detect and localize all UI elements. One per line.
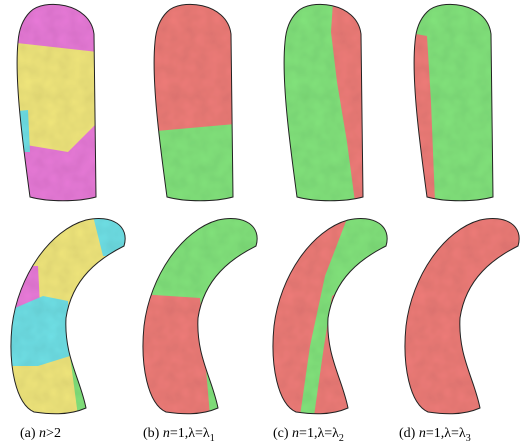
caption-var: n (39, 426, 46, 441)
model-c-top (275, 2, 375, 202)
model-b-top (145, 2, 245, 202)
caption-c: (c) n=1,λ=λ2 (273, 426, 344, 444)
caption-text: =1,λ=λ (299, 426, 339, 441)
page: (a) n>2 (b) n=1,λ=λ1 (c) n=1,λ=λ2 (d) n=… (0, 0, 525, 448)
model-d-top (405, 2, 505, 202)
caption-subscript: 1 (210, 433, 215, 444)
caption-var: n (419, 426, 426, 441)
model-b-bottom (140, 216, 265, 416)
model-a-bottom (8, 216, 133, 416)
caption-text: =1,λ=λ (170, 426, 210, 441)
caption-d: (d) n=1,λ=λ3 (399, 426, 471, 444)
caption-subscript: 2 (339, 433, 344, 444)
figure: (a) n>2 (b) n=1,λ=λ1 (c) n=1,λ=λ2 (d) n=… (0, 0, 525, 448)
caption-text: =1,λ=λ (426, 426, 466, 441)
caption-tag: (b) (143, 426, 160, 441)
model-a-top (8, 2, 108, 202)
model-c-bottom (270, 216, 395, 416)
caption-subscript: 3 (466, 433, 471, 444)
caption-b: (b) n=1,λ=λ1 (143, 426, 215, 444)
caption-tag: (d) (399, 426, 416, 441)
caption-a: (a) n>2 (20, 426, 61, 441)
model-d-bottom (402, 216, 525, 416)
caption-text: >2 (46, 426, 61, 441)
caption-var: n (163, 426, 170, 441)
caption-tag: (a) (20, 426, 36, 441)
caption-var: n (292, 426, 299, 441)
caption-tag: (c) (273, 426, 289, 441)
